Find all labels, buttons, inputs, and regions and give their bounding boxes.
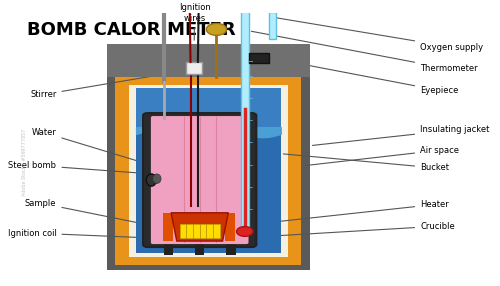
Text: Steel bomb: Steel bomb [8, 161, 145, 173]
Bar [107, 44, 310, 77]
Text: Water: Water [32, 128, 138, 161]
Text: Crucible: Crucible [214, 222, 455, 239]
Ellipse shape [152, 174, 161, 183]
Text: Air space: Air space [304, 146, 459, 166]
Bar [225, 213, 235, 241]
Bar [195, 242, 204, 255]
Text: BOMB CALORIMETER: BOMB CALORIMETER [26, 21, 235, 39]
Bar [164, 213, 173, 241]
Circle shape [236, 227, 253, 236]
Ellipse shape [146, 174, 156, 186]
FancyBboxPatch shape [151, 116, 248, 244]
Bar [241, 9, 248, 231]
Text: Bucket: Bucket [284, 154, 449, 172]
Bar [180, 224, 220, 238]
Text: Ignition
wires: Ignition wires [178, 3, 210, 40]
Bar [116, 49, 302, 265]
Bar [164, 242, 173, 255]
Text: Sample: Sample [25, 199, 177, 231]
Bar [250, 61, 253, 62]
Bar [226, 242, 235, 255]
Bar [136, 88, 280, 253]
Text: Eyepiece: Eyepiece [272, 58, 458, 95]
Bar [248, 53, 269, 63]
Text: Heater: Heater [231, 200, 449, 227]
Text: Oxygen supply: Oxygen supply [275, 18, 484, 51]
Circle shape [206, 23, 227, 35]
FancyBboxPatch shape [143, 113, 256, 247]
Bar [129, 85, 288, 257]
Bar [186, 62, 202, 74]
Bar [136, 134, 280, 253]
Bar [269, 12, 276, 39]
Text: Ignition coil: Ignition coil [8, 229, 189, 240]
Text: Adobe Stock | #599777857: Adobe Stock | #599777857 [22, 129, 28, 196]
Polygon shape [171, 213, 228, 241]
Text: Insulating jacket: Insulating jacket [312, 125, 490, 145]
Text: Thermometer: Thermometer [251, 31, 478, 73]
Text: Stirrer: Stirrer [30, 75, 161, 99]
Bar [107, 44, 310, 270]
